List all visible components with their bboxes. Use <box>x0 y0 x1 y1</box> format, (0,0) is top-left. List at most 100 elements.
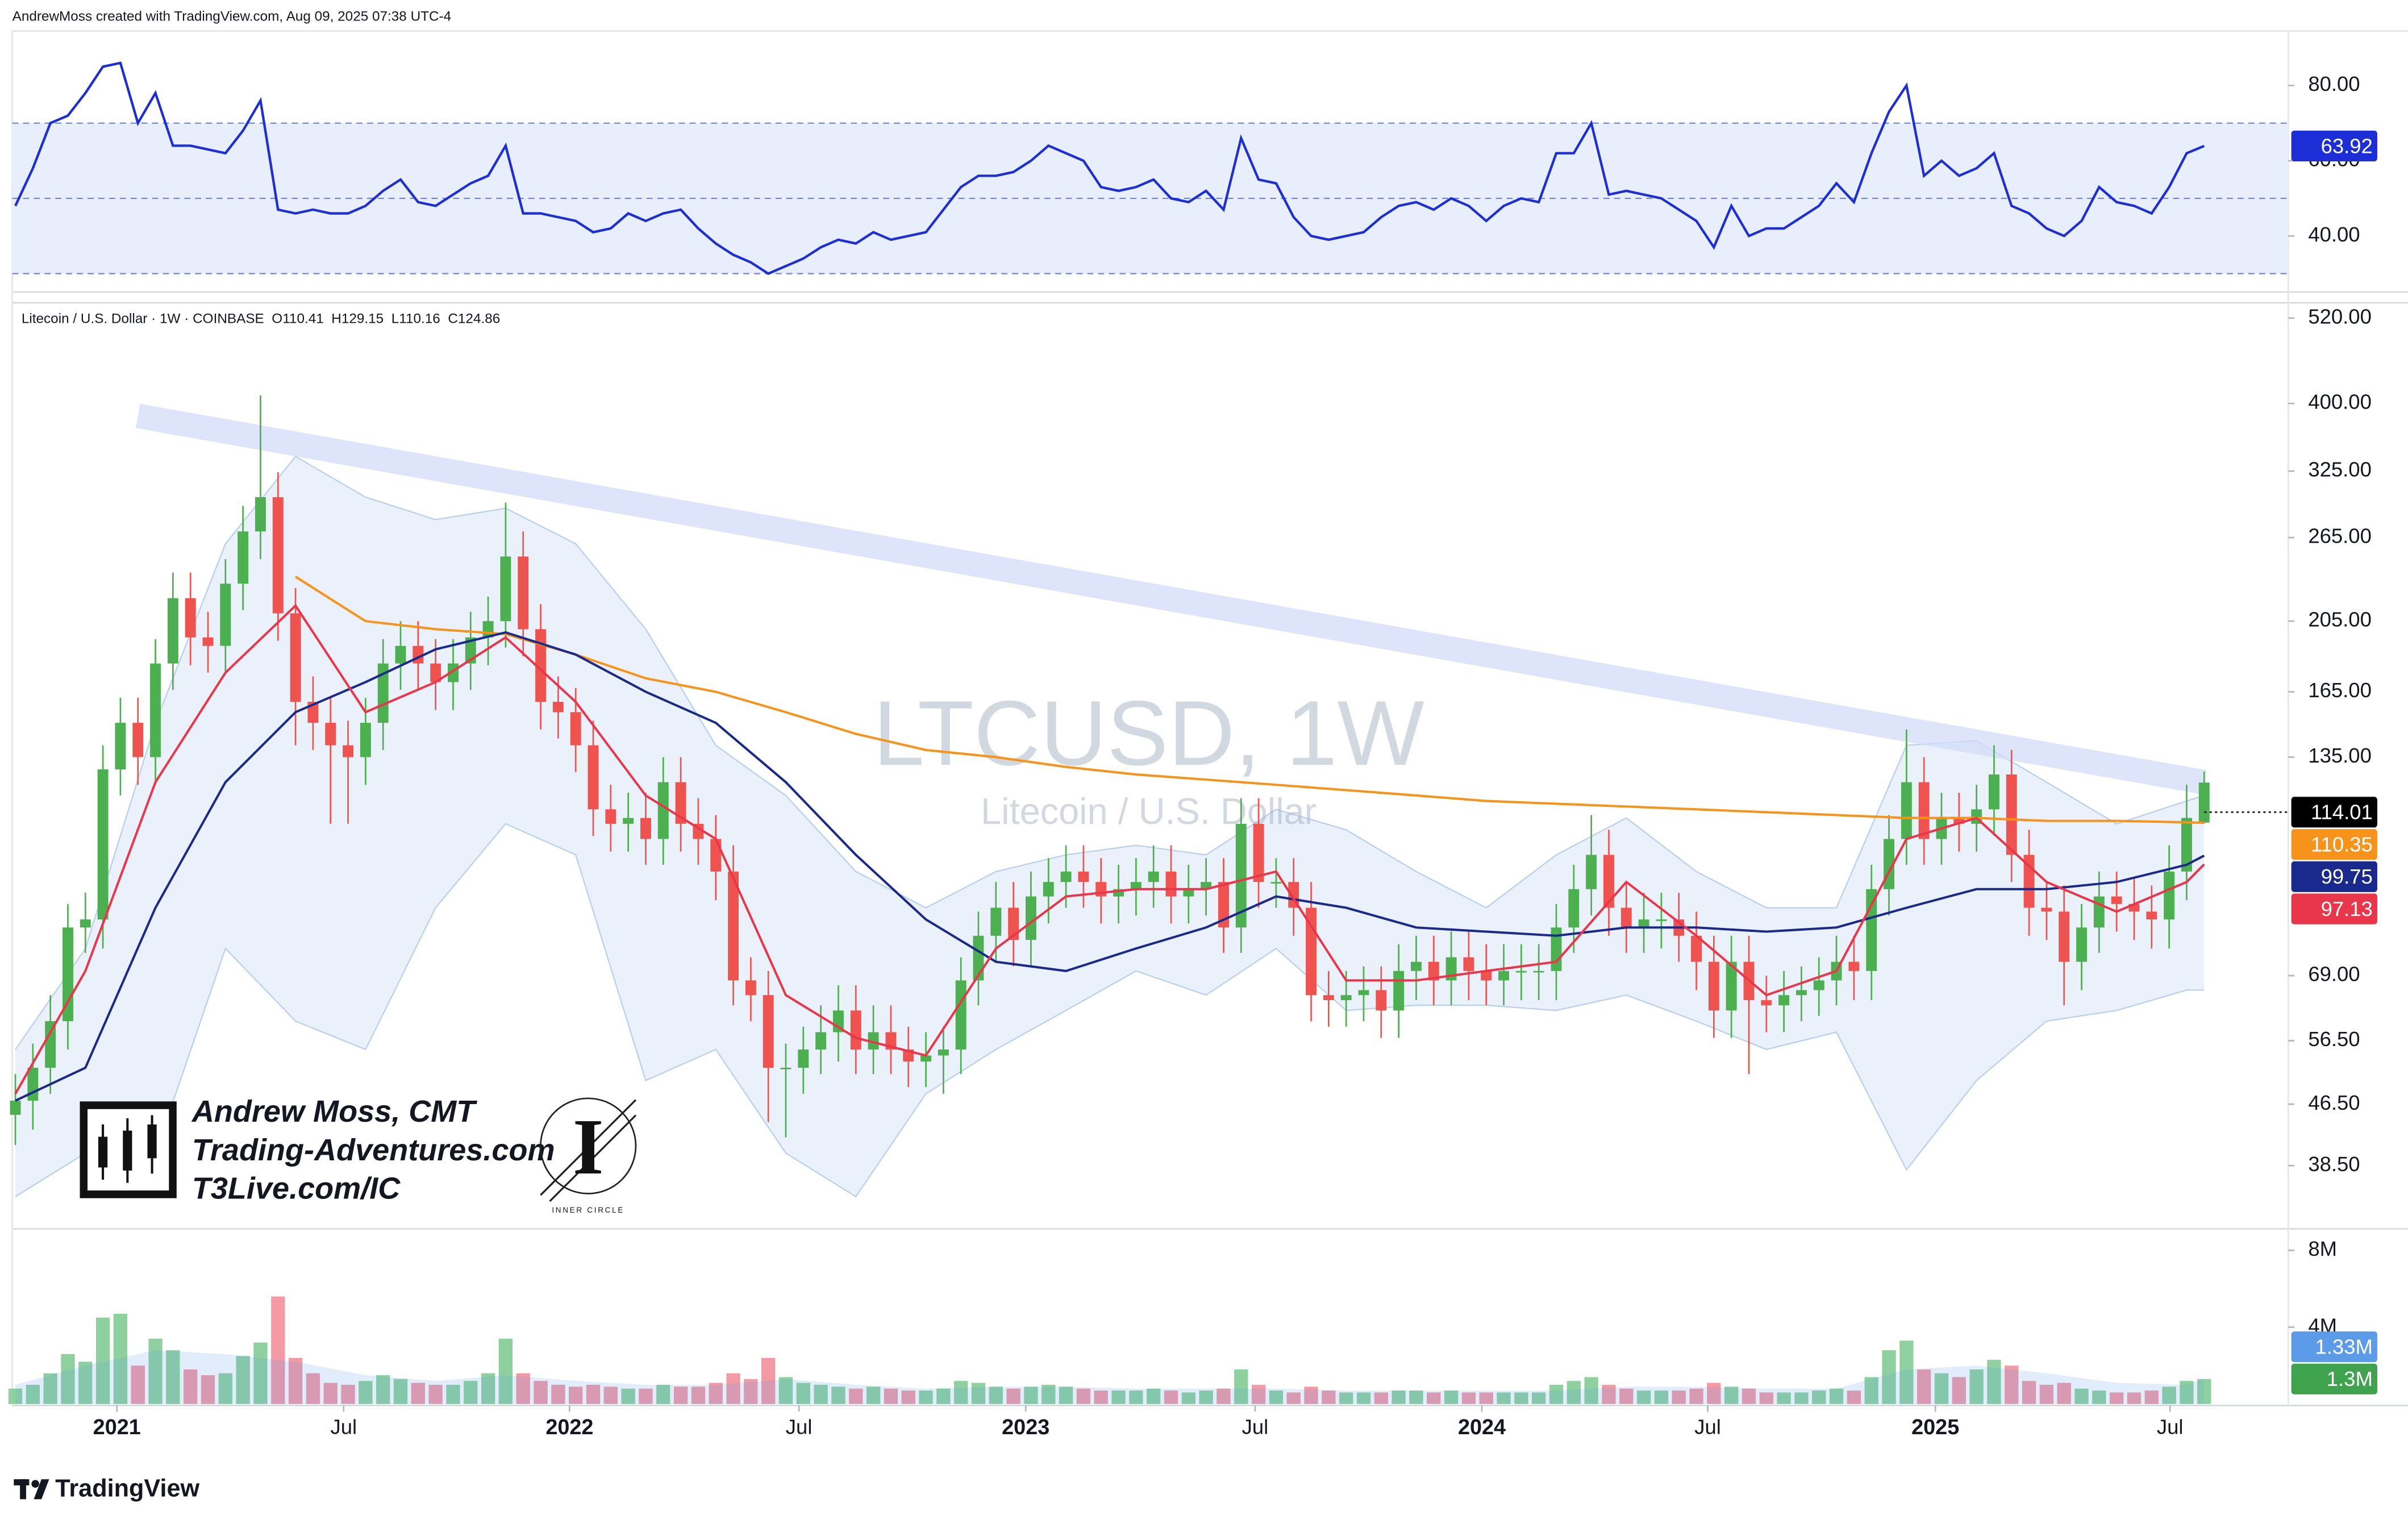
moving-average <box>14 603 2205 1094</box>
x-tick-label: Jul <box>786 1415 813 1439</box>
volume-bar <box>43 1373 57 1404</box>
volume-bar <box>778 1377 793 1404</box>
candle-body <box>1043 882 1054 897</box>
candle-body <box>45 1021 56 1068</box>
volume-bar <box>464 1381 478 1404</box>
candle-body <box>552 702 564 713</box>
candle-body <box>850 1010 861 1050</box>
volume-bar <box>428 1384 443 1404</box>
rsi-last-label-box <box>2291 130 2377 161</box>
volume-bar <box>1672 1390 1686 1404</box>
candle-body <box>1533 971 1544 973</box>
brand-name: Andrew Moss, CMT <box>191 1094 477 1129</box>
volume-bar <box>621 1388 635 1404</box>
badge-stroke <box>540 1099 637 1196</box>
candle-body <box>623 818 634 824</box>
volume-bar <box>1952 1377 1966 1404</box>
candle-body <box>1988 774 1999 810</box>
volume-average <box>15 1350 2205 1404</box>
volume-bar <box>1269 1390 1284 1404</box>
volume-bar <box>849 1388 863 1404</box>
volume-bar <box>656 1384 670 1404</box>
volume-bar <box>113 1313 128 1404</box>
candle-body <box>728 871 739 981</box>
volume-bar <box>1917 1369 1931 1404</box>
volume-last-label: 1.3M <box>2327 1367 2373 1390</box>
candle-body <box>745 980 756 996</box>
volume-bar <box>1339 1392 1353 1404</box>
volume-bar <box>1076 1388 1091 1404</box>
volume-bar <box>236 1356 250 1404</box>
volume-bar <box>1006 1388 1020 1404</box>
candle-body <box>2198 782 2210 823</box>
x-tick-label: 2021 <box>93 1415 141 1439</box>
volume-bar <box>2022 1381 2036 1404</box>
volume-bar <box>1654 1390 1669 1404</box>
footer-logo <box>31 1480 39 1488</box>
candle-body <box>360 723 371 757</box>
legend-title: Litecoin / U.S. Dollar · 1W · COINBASE <box>22 311 264 327</box>
volume-bar <box>603 1386 618 1404</box>
candle-body <box>920 1055 932 1062</box>
volume-bar <box>271 1296 285 1404</box>
candle-body <box>202 637 214 646</box>
candle-body <box>605 809 616 824</box>
volume-bar <box>1829 1388 1844 1404</box>
volume-bar <box>1356 1392 1371 1404</box>
y-tick-label: 520.00 <box>2308 305 2372 328</box>
candle-body <box>1218 882 1229 928</box>
legend-value: 124.86 <box>458 311 500 327</box>
volume-bar <box>376 1375 390 1404</box>
candle-body <box>1795 990 1807 996</box>
volume-bar <box>936 1388 951 1404</box>
x-tick-label: 2024 <box>1458 1415 1506 1439</box>
band-fill <box>15 456 2205 1197</box>
candle-body <box>2093 896 2105 928</box>
y-tick-label: 400.00 <box>2308 390 2372 414</box>
volume-bar <box>586 1384 601 1404</box>
candle-body <box>1323 995 1334 1001</box>
volume-bar <box>1251 1384 1266 1404</box>
y-tick-label: 46.50 <box>2308 1091 2360 1114</box>
volume-bar <box>1461 1392 1476 1404</box>
x-tick-label: Jul <box>2157 1415 2184 1439</box>
candle-body <box>1918 782 1930 839</box>
volume-bar <box>393 1379 408 1404</box>
volume-bar <box>1742 1388 1756 1404</box>
candle-body <box>10 1101 21 1115</box>
volume-bar <box>1129 1390 1143 1404</box>
footer: TradingView <box>14 1475 200 1502</box>
volume-average-label-box <box>2291 1331 2377 1363</box>
rsi-line <box>14 61 2205 275</box>
candle-body <box>272 497 284 614</box>
volume-bar <box>253 1342 268 1404</box>
volume-bar <box>95 1317 110 1404</box>
candle-body <box>27 1068 39 1101</box>
candle-body <box>2076 927 2087 962</box>
y-tick-label: 56.50 <box>2308 1027 2360 1051</box>
volume-bar <box>1286 1392 1301 1404</box>
candle-body <box>518 556 529 630</box>
legend-prefix: O <box>272 311 282 327</box>
x-tick-label: 2023 <box>1002 1415 1049 1439</box>
volume-bar <box>1199 1390 1213 1404</box>
candle-body <box>1620 907 1632 928</box>
candle-body <box>1953 818 1965 824</box>
volume-bar <box>1759 1392 1773 1404</box>
y-tick-label: 40.00 <box>2308 223 2360 246</box>
volume-bar <box>2197 1379 2211 1404</box>
candle-body <box>1270 882 1282 884</box>
volume-bar <box>218 1373 232 1404</box>
candle-body <box>1008 907 1019 940</box>
candle-body <box>395 646 406 664</box>
candle-body <box>1130 882 1141 889</box>
volume-bar <box>1584 1377 1598 1404</box>
candle-body <box>1358 990 1369 996</box>
candle-body <box>710 839 722 872</box>
badge-stroke <box>549 1114 637 1202</box>
candle-body <box>430 663 441 682</box>
candle-body <box>1515 971 1527 973</box>
candle-body <box>1726 961 1737 1011</box>
